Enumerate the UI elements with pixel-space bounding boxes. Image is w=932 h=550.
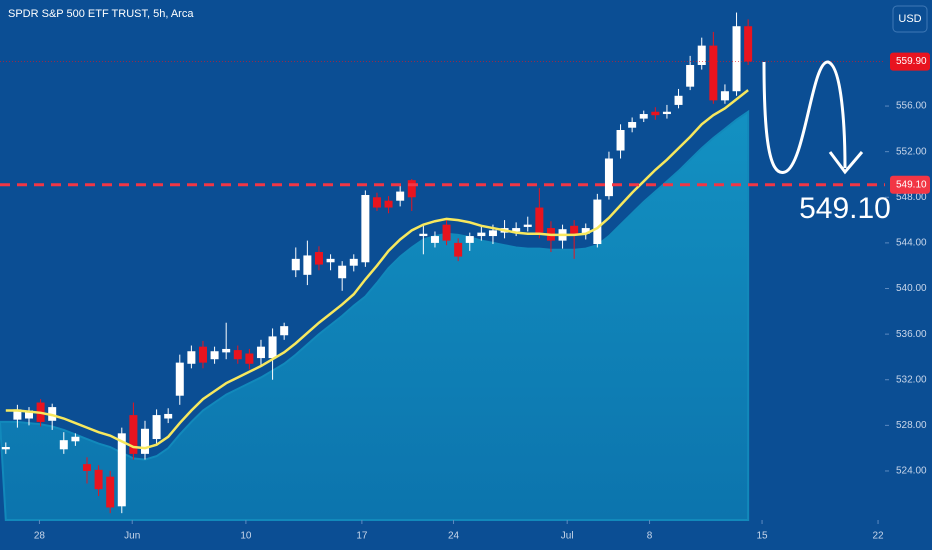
- candle-body: [651, 111, 660, 116]
- candle-body: [256, 346, 265, 359]
- x-tick-label: 24: [448, 531, 460, 542]
- candle-body: [419, 233, 428, 237]
- x-tick-label: 15: [756, 531, 768, 542]
- x-tick-label: 17: [356, 531, 368, 542]
- x-tick-label: Jun: [124, 531, 140, 542]
- candle-body: [523, 224, 532, 227]
- candle-body: [210, 351, 219, 360]
- candle-body: [430, 236, 439, 243]
- candle-body: [744, 26, 753, 62]
- annotation: 549.10: [799, 192, 891, 225]
- candle-body: [24, 410, 33, 419]
- candle-body: [245, 353, 254, 364]
- candle-body: [1, 447, 10, 450]
- candle-body: [13, 409, 22, 420]
- x-tick-label: Jul: [561, 531, 574, 542]
- candle-body: [593, 199, 602, 245]
- candle-body: [198, 346, 207, 363]
- candle-body: [303, 255, 312, 275]
- candle-body: [396, 191, 405, 201]
- currency-label[interactable]: USD: [898, 13, 921, 25]
- candle-body: [94, 469, 103, 490]
- candle-body: [674, 95, 683, 105]
- candle-body: [140, 428, 149, 454]
- candle-body: [187, 351, 196, 364]
- candle-body: [709, 45, 718, 101]
- candle-body: [570, 225, 579, 234]
- currency-button[interactable]: [892, 5, 928, 33]
- candle-body: [152, 415, 161, 440]
- candle-body: [117, 433, 126, 507]
- candle-body: [407, 180, 416, 198]
- candle-body: [326, 258, 335, 263]
- candle-body: [71, 436, 80, 442]
- candle-body: [338, 265, 347, 279]
- y-tick-label: 528.00: [896, 420, 927, 431]
- x-tick-label: 8: [647, 531, 653, 542]
- candle-body: [628, 122, 637, 128]
- candle-body: [372, 197, 381, 208]
- y-tick-label: 552.00: [896, 146, 927, 157]
- candle-body: [512, 228, 521, 232]
- candle-body: [697, 45, 706, 65]
- y-tick-label: 524.00: [896, 466, 927, 477]
- candle-body: [477, 232, 486, 237]
- candle-body: [616, 130, 625, 151]
- candle-body: [720, 91, 729, 101]
- candle-body: [222, 348, 231, 353]
- candle-body: [361, 195, 370, 263]
- candle-body: [535, 207, 544, 233]
- candle-body: [106, 476, 115, 508]
- x-tick-label: 22: [872, 531, 884, 542]
- candle-body: [662, 111, 671, 115]
- moving-average: [5, 89, 749, 450]
- candle-body: [129, 415, 138, 454]
- x-tick-label: 10: [240, 531, 252, 542]
- candle-body: [686, 65, 695, 87]
- level-label: 549.10: [896, 179, 927, 190]
- candle-body: [349, 258, 358, 266]
- candle-body: [442, 224, 451, 241]
- candle-body: [488, 230, 497, 237]
- candle-body: [454, 242, 463, 257]
- candle-body: [164, 413, 173, 419]
- candle-body: [465, 236, 474, 243]
- candle-body: [314, 252, 323, 265]
- y-tick-label: 544.00: [896, 238, 927, 249]
- candle-body: [280, 326, 289, 336]
- candle-body: [581, 228, 590, 234]
- last-price-tag: [890, 52, 930, 71]
- candle-body: [639, 114, 648, 119]
- arrow: [762, 60, 847, 174]
- candle-body: [384, 200, 393, 208]
- y-tick-label: 536.00: [896, 329, 927, 340]
- candle-body: [233, 350, 242, 360]
- candle-body: [604, 158, 613, 197]
- plot: [0, 12, 885, 521]
- candle-body: [291, 258, 300, 271]
- y-tick-label: 556.00: [896, 101, 927, 112]
- y-tick-label: 548.00: [896, 192, 927, 203]
- candle-body: [175, 362, 184, 396]
- arrow-head: [828, 151, 864, 175]
- chart-title: SPDR S&P 500 ETF TRUST, 5h, Arca: [8, 8, 194, 20]
- candle-body: [732, 26, 741, 92]
- y-tick-label: 540.00: [896, 283, 927, 294]
- candle-body: [59, 440, 68, 450]
- x-tick-label: 28: [34, 531, 46, 542]
- y-tick-label: 532.00: [896, 374, 927, 385]
- candle-body: [82, 464, 91, 471]
- level-tag: [890, 175, 930, 194]
- last-price-label: 559.90: [896, 56, 927, 67]
- candle-body: [268, 336, 277, 359]
